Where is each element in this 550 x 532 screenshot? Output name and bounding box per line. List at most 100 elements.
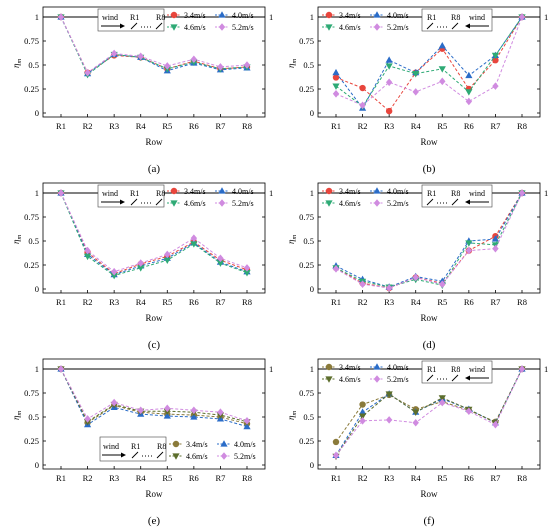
- panel-caption: (c): [148, 339, 161, 351]
- collector-r1-icon: [426, 198, 434, 206]
- data-point: [190, 413, 198, 420]
- x-tick-label: R1: [331, 473, 341, 483]
- legend-entry: 5.2m/s: [215, 23, 254, 32]
- plot-frame: [42, 358, 266, 470]
- legend-marker: [172, 440, 180, 448]
- wind-direction-diagram: wind R1 R8: [101, 189, 165, 206]
- x-tick-label: R5: [437, 297, 447, 307]
- legend: 3.4m/s 4.0m/s 4.6m/s 5.2m/s: [167, 11, 254, 32]
- series: [57, 189, 251, 276]
- legend-entry: 5.2m/s: [370, 23, 409, 32]
- legend-entry: 4.6m/s: [322, 199, 361, 208]
- data-point: [190, 406, 198, 415]
- wind-direction-diagram: wind R1 R8: [101, 13, 165, 30]
- legend: 3.4m/s 4.0m/s 4.6m/s 5.2m/s: [322, 187, 409, 208]
- r1-label: R1: [130, 13, 139, 22]
- plot-frame: [317, 358, 541, 470]
- legend-marker: [373, 199, 381, 207]
- data-point: [465, 407, 473, 416]
- legend-marker: [220, 440, 228, 447]
- legend-marker: [220, 452, 228, 460]
- x-axis-label: Row: [420, 489, 438, 499]
- legend-label: 3.4m/s: [186, 440, 208, 449]
- data-point: [137, 406, 144, 415]
- y-tick-label: 0.25: [24, 260, 39, 270]
- legend-marker: [170, 200, 178, 207]
- wind-label: wind: [102, 13, 118, 22]
- y-tick-label: 0: [35, 284, 39, 294]
- data-point: [84, 415, 91, 423]
- legend-marker: [373, 11, 381, 18]
- collector-r8-icon: [451, 374, 459, 382]
- x-axis-label: Row: [420, 137, 438, 147]
- r8-label: R8: [156, 189, 165, 198]
- legend-entry: 4.0m/s: [370, 187, 409, 196]
- series-line: [335, 16, 523, 108]
- x-tick-label: R4: [411, 297, 422, 307]
- collector-r1-icon: [426, 22, 434, 30]
- plot-frame: [317, 6, 541, 118]
- data-point: [332, 90, 340, 98]
- legend-label: 4.0m/s: [387, 363, 409, 372]
- r8-label: R8: [451, 189, 460, 198]
- x-tick-label: R3: [384, 297, 394, 307]
- data-point: [359, 417, 366, 425]
- y-tick-label: 0.75: [24, 388, 39, 398]
- arrow-head-icon: [465, 199, 470, 205]
- series-line: [60, 368, 248, 428]
- legend-marker: [218, 23, 226, 31]
- x-tick-label: R2: [83, 121, 93, 131]
- r8-label: R8: [451, 13, 460, 22]
- legend-label: 5.2m/s: [232, 199, 254, 208]
- x-tick-label: R4: [136, 121, 147, 131]
- x-tick-label: R1: [56, 297, 66, 307]
- collector-r1-icon: [426, 374, 434, 382]
- x-tick-label: R1: [331, 297, 341, 307]
- legend-entry: 5.2m/s: [370, 375, 409, 384]
- data-point: [438, 395, 446, 402]
- data-point: [518, 189, 526, 197]
- data-point: [412, 418, 419, 427]
- r1-label: R1: [131, 442, 140, 451]
- legend-marker: [325, 363, 333, 371]
- legend-marker: [373, 187, 381, 194]
- data-point: [492, 244, 499, 253]
- legend-entry: 5.2m/s: [370, 199, 409, 208]
- data-point: [332, 83, 340, 90]
- legend-marker: [170, 187, 178, 195]
- data-point: [439, 280, 446, 288]
- wind-label: wind: [469, 189, 485, 198]
- series: [332, 13, 526, 110]
- data-point: [84, 246, 91, 255]
- legend-entry: 3.4m/s: [167, 187, 206, 196]
- legend-label: 3.4m/s: [339, 187, 361, 196]
- x-tick-label: R6: [464, 297, 474, 307]
- y-axis-label: ηm: [11, 59, 23, 68]
- arrow-head-icon: [465, 23, 470, 29]
- y-axis-label: ηm: [286, 235, 298, 244]
- data-point: [110, 398, 118, 407]
- legend-entry: 3.4m/s: [322, 187, 361, 196]
- data-point: [518, 13, 526, 21]
- data-point: [217, 63, 224, 71]
- data-point: [83, 253, 92, 261]
- series-line: [335, 16, 523, 112]
- y-tick-label: 0: [310, 460, 314, 470]
- chart-panel: 1 0 0.25 0.5 0.75 1 R1 R2 R3 R4 R5 R6 R7 R8 Row ηm 3.4m/…: [286, 6, 548, 175]
- x-tick-label: R5: [162, 473, 172, 483]
- right-tick-label: 1: [544, 364, 548, 374]
- collector-r1-icon: [131, 451, 139, 459]
- legend-entry: 4.6m/s: [167, 199, 206, 208]
- data-point: [110, 272, 118, 280]
- y-axis-label: ηm: [11, 411, 23, 420]
- chart-panel: 1 0 0.25 0.5 0.75 1 R1 R2 R3 R4 R5 R6 R7 R8 Row ηm wind R…: [11, 182, 273, 351]
- y-axis-label: ηm: [286, 411, 298, 420]
- data-point: [243, 264, 251, 272]
- data-point: [491, 52, 500, 60]
- r1-label: R1: [130, 189, 139, 198]
- x-tick-label: R5: [437, 121, 447, 131]
- panel-caption: (d): [423, 339, 436, 351]
- wind-label: wind: [103, 442, 119, 451]
- wind-label: wind: [469, 13, 485, 22]
- legend-label: 4.0m/s: [232, 187, 254, 196]
